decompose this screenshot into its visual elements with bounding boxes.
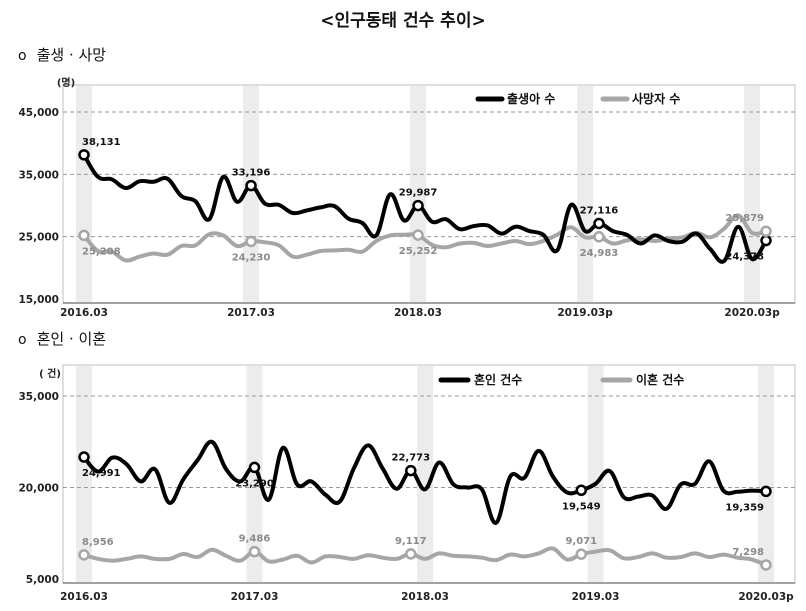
- legend-label: 이혼 건수: [636, 372, 684, 387]
- page-title: <인구동태 건수 추이>: [320, 11, 486, 31]
- shaded-band: [587, 366, 604, 582]
- section-title-text: 혼인 · 이혼: [36, 330, 107, 348]
- data-marker: [245, 235, 257, 248]
- data-marker: [575, 484, 588, 497]
- legend-label: 출생아 수: [507, 91, 555, 106]
- shaded-band: [417, 366, 433, 582]
- data-marker: [78, 549, 90, 561]
- series-line-light: [82, 546, 768, 567]
- y-tick-label: 20,000: [18, 483, 59, 495]
- data-marker: [78, 451, 90, 463]
- data-label: 24,230: [232, 252, 271, 263]
- shaded-band: [758, 366, 774, 582]
- data-marker: [760, 234, 772, 247]
- y-axis-unit: ( 건): [39, 367, 61, 380]
- shaded-band: [243, 86, 260, 302]
- shaded-band: [577, 86, 594, 302]
- data-marker: [593, 231, 605, 243]
- x-tick-label: 2018.03: [394, 307, 442, 319]
- data-label: 27,116: [580, 205, 619, 216]
- x-tick-label: 2017.03: [231, 591, 279, 603]
- data-label: 7,298: [732, 547, 764, 558]
- x-tick-label: 2020.03p: [738, 591, 794, 603]
- data-label: 8,956: [82, 537, 114, 548]
- shaded-band: [744, 86, 761, 302]
- data-label: 24,991: [82, 468, 121, 479]
- section-title-births-deaths: o 출생 · 사망: [18, 44, 106, 65]
- data-label: 23,290: [235, 478, 274, 489]
- x-tick-label: 2016.03: [60, 307, 108, 319]
- data-label: 9,071: [565, 536, 597, 547]
- data-label: 33,196: [232, 168, 271, 179]
- data-label: 9,486: [239, 534, 271, 545]
- data-marker: [248, 545, 261, 558]
- data-label: 29,987: [399, 188, 438, 199]
- bullet-icon: o: [18, 48, 27, 64]
- data-label: 19,549: [562, 501, 601, 512]
- data-marker: [760, 485, 772, 498]
- y-tick-label: 45,000: [18, 107, 59, 119]
- births-deaths-chart: 15,000 25,000 35,000 45,000 (명) 2016.03 2017.0…: [18, 76, 796, 319]
- shaded-band: [76, 366, 92, 582]
- y-tick-label: 35,000: [18, 169, 59, 181]
- data-marker: [412, 229, 424, 241]
- series-line-dark: [82, 152, 768, 264]
- shaded-band: [246, 366, 263, 582]
- legend-label: 혼인 건수: [474, 372, 522, 387]
- y-tick-label: 25,000: [18, 232, 59, 244]
- shaded-band: [76, 86, 92, 302]
- series-line-dark: [82, 439, 768, 525]
- data-marker: [593, 217, 605, 230]
- shaded-band: [410, 86, 427, 302]
- data-label: 38,131: [82, 137, 121, 148]
- x-tick-label: 2017.03: [227, 307, 275, 319]
- data-marker: [245, 179, 257, 192]
- x-tick-label: 2018.03: [401, 591, 449, 603]
- y-tick-label: 35,000: [18, 391, 59, 403]
- data-marker: [575, 548, 588, 560]
- data-label: 22,773: [391, 453, 430, 464]
- data-label: 24,378: [725, 252, 764, 263]
- y-tick-label: 5,000: [26, 574, 59, 586]
- data-label: 25,252: [399, 246, 438, 257]
- data-marker: [78, 149, 90, 161]
- series-line-light: [82, 213, 768, 263]
- x-tick-label: 2019.03p: [557, 307, 613, 319]
- data-label: 19,359: [725, 502, 764, 513]
- section-title-text: 출생 · 사망: [36, 46, 107, 64]
- data-label: 9,117: [395, 536, 427, 547]
- data-marker: [760, 559, 772, 571]
- data-marker: [405, 548, 417, 560]
- x-tick-label: 2019.03: [572, 591, 620, 603]
- data-marker: [412, 199, 424, 212]
- data-marker: [78, 229, 90, 242]
- data-marker: [248, 461, 261, 474]
- legend-label: 사망자 수: [632, 91, 680, 106]
- data-marker: [760, 225, 772, 237]
- data-label: 24,983: [580, 248, 619, 259]
- y-tick-label: 15,000: [18, 294, 59, 306]
- data-label: 25,208: [82, 246, 121, 257]
- x-tick-label: 2016.03: [60, 591, 108, 603]
- y-axis-unit: (명): [57, 76, 75, 89]
- marriage-divorce-chart: 5,000 20,000 35,000 ( 건) 2016.03 2017.03 2018.…: [18, 364, 796, 603]
- data-marker: [405, 464, 417, 477]
- data-label: 25,879: [725, 213, 764, 224]
- section-title-marriage-divorce: o 혼인 · 이혼: [18, 328, 106, 349]
- bullet-icon: o: [18, 332, 27, 348]
- x-tick-label: 2020.03p: [724, 307, 780, 319]
